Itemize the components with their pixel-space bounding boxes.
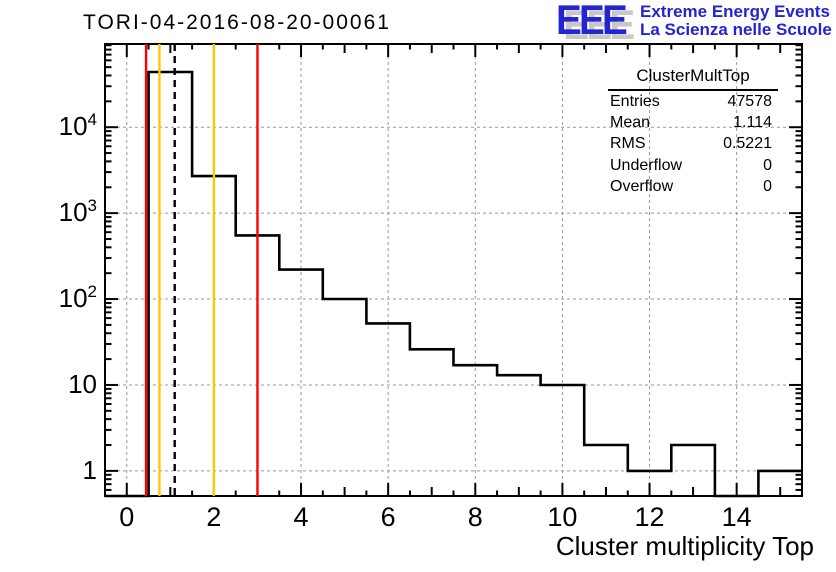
stats-label: Underflow: [610, 156, 683, 174]
stats-label: RMS: [610, 135, 646, 153]
stats-label: Mean: [610, 114, 651, 132]
x-tick-label: 2: [206, 502, 222, 532]
y-tick-label: 10: [68, 368, 97, 399]
stats-row-underflow: Underflow 0: [608, 155, 778, 176]
plot-title: TORI-04-2016-08-20-00061: [83, 11, 391, 34]
stats-value: 0: [763, 156, 772, 174]
stats-row-entries: Entries 47578: [608, 91, 778, 112]
x-tick-label: 14: [721, 502, 752, 532]
y-tick-label: 104: [58, 110, 97, 142]
stats-box: ClusterMultTop Entries 47578 Mean 1.114 …: [608, 64, 778, 197]
stats-box-separator: [608, 89, 778, 91]
x-tick-label: 12: [634, 502, 665, 532]
stats-row-rms: RMS 0.5221: [608, 133, 778, 154]
x-tick-label: 10: [547, 502, 578, 532]
eee-logo-line1: Extreme Energy Events: [640, 2, 830, 21]
stats-value: 0.5221: [723, 135, 772, 153]
y-tick-label: 1: [82, 454, 97, 485]
stats-value: 1.114: [733, 114, 772, 132]
x-tick-label: 0: [119, 502, 135, 532]
stats-label: Entries: [610, 93, 660, 110]
histogram-step-outline: [105, 70, 802, 498]
stats-row-mean: Mean 1.114: [608, 112, 778, 133]
stats-box-title: ClusterMultTop: [636, 66, 750, 85]
stats-value: 0: [763, 177, 772, 195]
x-tick-label: 6: [380, 502, 396, 532]
stats-value: 47578: [727, 93, 773, 110]
y-tick-label: 102: [58, 282, 97, 313]
x-tick-label: 4: [293, 502, 309, 532]
stats-row-overflow: Overflow 0: [608, 176, 778, 197]
eee-logo-line2: La Scienza nelle Scuole: [640, 20, 832, 39]
stats-label: Overflow: [610, 177, 674, 195]
y-tick-label: 103: [58, 196, 97, 228]
x-axis-title: Cluster multiplicity Top: [555, 531, 814, 561]
y-axis-tick-labels: 1 10 102 103 104: [0, 0, 97, 572]
eee-logo-text: Extreme Energy Events La Scienza nelle S…: [640, 3, 836, 39]
eee-logo-acronym: EEE: [556, 0, 628, 43]
x-tick-label: 8: [467, 502, 483, 532]
